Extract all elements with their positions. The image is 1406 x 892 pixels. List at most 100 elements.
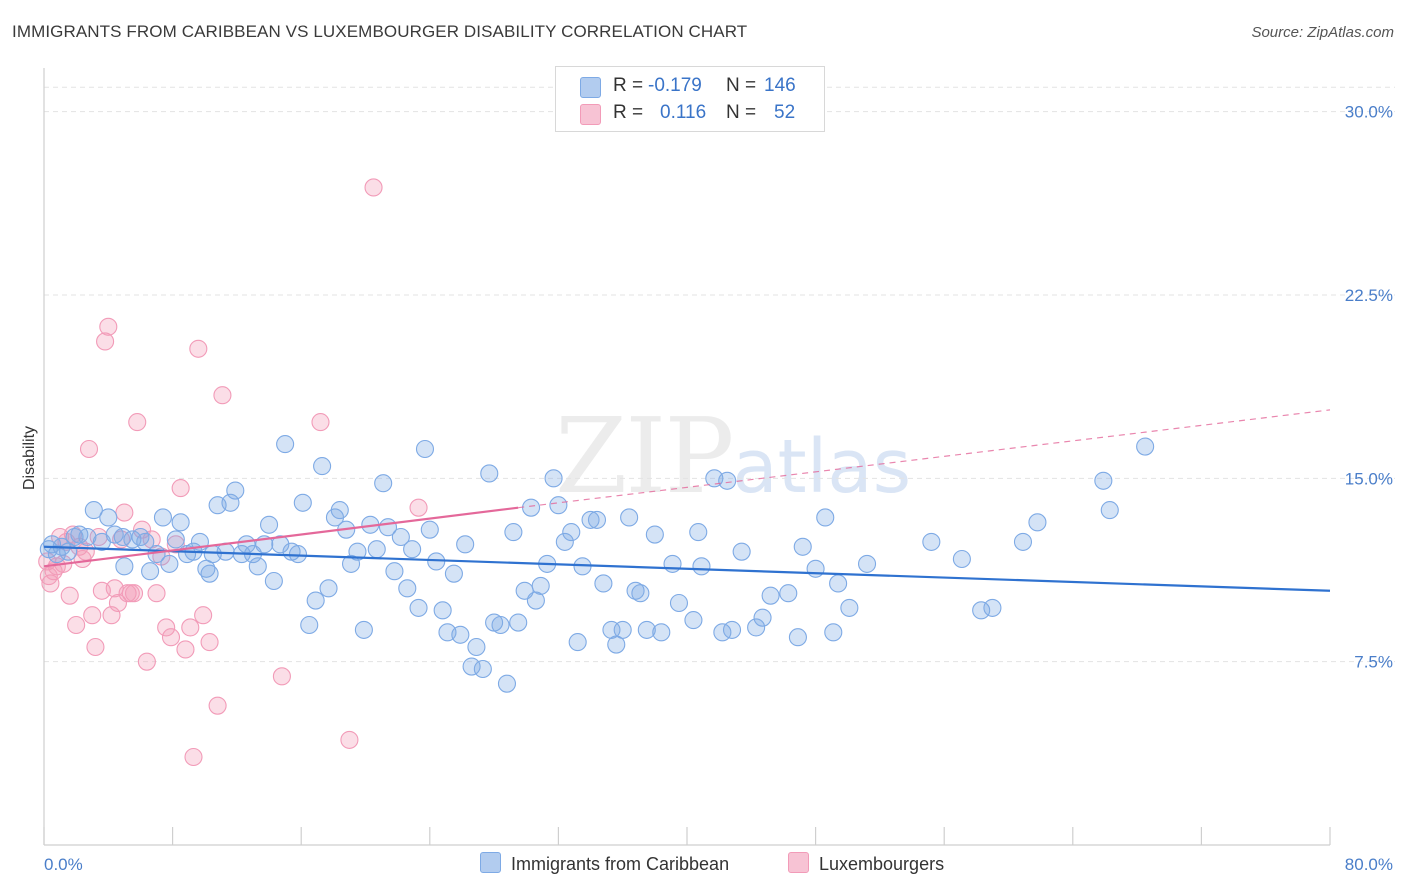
- caribbean-point: [457, 536, 474, 553]
- luxembourgers-point: [97, 333, 114, 350]
- bottom-legend-caribbean: Immigrants from Caribbean: [480, 852, 729, 875]
- caribbean-point: [386, 563, 403, 580]
- caribbean-point: [1137, 438, 1154, 455]
- luxembourgers-point: [138, 653, 155, 670]
- luxembourgers-point: [185, 749, 202, 766]
- caribbean-point: [780, 585, 797, 602]
- luxembourgers-point: [84, 607, 101, 624]
- caribbean-point: [653, 624, 670, 641]
- caribbean-point: [301, 617, 318, 634]
- legend-row-luxembourgers: R = 0.116 N = 52: [556, 100, 824, 128]
- luxembourgers-point: [312, 414, 329, 431]
- caribbean-point: [807, 560, 824, 577]
- caribbean-point: [142, 563, 159, 580]
- caribbean-point: [481, 465, 498, 482]
- caribbean-point: [762, 587, 779, 604]
- caribbean-point: [294, 494, 311, 511]
- caribbean-point: [614, 621, 631, 638]
- luxembourgers-point: [129, 414, 146, 431]
- caribbean-point: [685, 612, 702, 629]
- caribbean-point: [314, 458, 331, 475]
- luxembourgers-point: [209, 697, 226, 714]
- legend-r-value: -0.179: [648, 75, 702, 97]
- caribbean-point: [690, 524, 707, 541]
- caribbean-point: [693, 558, 710, 575]
- legend-r-label: R =: [613, 102, 643, 124]
- luxembourgers-point: [195, 607, 212, 624]
- caribbean-point: [261, 516, 278, 533]
- caribbean-point: [368, 541, 385, 558]
- luxembourgers-point: [410, 499, 427, 516]
- caribbean-point: [1029, 514, 1046, 531]
- caribbean-point: [116, 558, 133, 575]
- caribbean-point: [532, 577, 549, 594]
- caribbean-point: [923, 533, 940, 550]
- legend-n-label: N =: [726, 75, 756, 97]
- y-tick-label: 15.0%: [1345, 469, 1393, 488]
- caribbean-point: [550, 497, 567, 514]
- caribbean-point: [227, 482, 244, 499]
- luxembourgers-point: [365, 179, 382, 196]
- y-tick-label: 30.0%: [1345, 103, 1393, 122]
- caribbean-point: [664, 555, 681, 572]
- luxembourgers-point: [162, 629, 179, 646]
- stats-legend: R = -0.179 N = 146 R = 0.116 N = 52: [555, 66, 825, 132]
- caribbean-point: [859, 555, 876, 572]
- luxembourgers-point: [341, 731, 358, 748]
- luxembourgers-point: [182, 619, 199, 636]
- luxembourgers-point: [190, 340, 207, 357]
- caribbean-point: [595, 575, 612, 592]
- caribbean-point: [404, 541, 421, 558]
- legend-n-label: N =: [726, 102, 756, 124]
- caribbean-point: [331, 502, 348, 519]
- caribbean-point: [510, 614, 527, 631]
- legend-r-label: R =: [613, 75, 643, 97]
- caribbean-point: [825, 624, 842, 641]
- caribbean-point: [277, 436, 294, 453]
- caribbean-point: [505, 524, 522, 541]
- axes: [44, 68, 1330, 845]
- caribbean-point: [249, 558, 266, 575]
- luxembourgers-point: [87, 639, 104, 656]
- legend-n-value: 146: [764, 75, 796, 97]
- caribbean-point: [161, 555, 178, 572]
- caribbean-point: [217, 543, 234, 560]
- bottom-legend-swatch-luxembourgers: [788, 852, 809, 873]
- caribbean-point: [733, 543, 750, 560]
- caribbean-point: [523, 499, 540, 516]
- caribbean-point: [355, 621, 372, 638]
- luxembourgers-point: [100, 318, 117, 335]
- caribbean-point: [789, 629, 806, 646]
- legend-swatch-caribbean: [580, 77, 601, 98]
- luxembourgers-points: [39, 179, 427, 766]
- caribbean-point: [754, 609, 771, 626]
- caribbean-point: [588, 511, 605, 528]
- caribbean-point: [474, 661, 491, 678]
- caribbean-point: [289, 546, 306, 563]
- y-axis-title: Disability: [21, 426, 38, 490]
- caribbean-point: [794, 538, 811, 555]
- caribbean-point: [719, 472, 736, 489]
- caribbean-point: [830, 575, 847, 592]
- caribbean-point: [399, 580, 416, 597]
- luxembourgers-point: [81, 441, 98, 458]
- y-tick-label: 22.5%: [1345, 286, 1393, 305]
- bottom-legend-label-caribbean: Immigrants from Caribbean: [511, 854, 729, 874]
- caribbean-point: [563, 524, 580, 541]
- luxembourgers-point: [68, 617, 85, 634]
- luxembourgers-trend-extension: [518, 410, 1330, 508]
- legend-swatch-luxembourgers: [580, 104, 601, 125]
- luxembourgers-point: [61, 587, 78, 604]
- bottom-legend-luxembourgers: Luxembourgers: [788, 852, 944, 875]
- caribbean-point: [167, 531, 184, 548]
- caribbean-point: [154, 509, 171, 526]
- caribbean-point: [445, 565, 462, 582]
- caribbean-point: [410, 599, 427, 616]
- caribbean-point: [569, 634, 586, 651]
- caribbean-point: [621, 509, 638, 526]
- caribbean-point: [452, 626, 469, 643]
- caribbean-point: [416, 441, 433, 458]
- caribbean-point: [498, 675, 515, 692]
- luxembourgers-point: [148, 585, 165, 602]
- legend-r-value: 0.116: [660, 102, 706, 124]
